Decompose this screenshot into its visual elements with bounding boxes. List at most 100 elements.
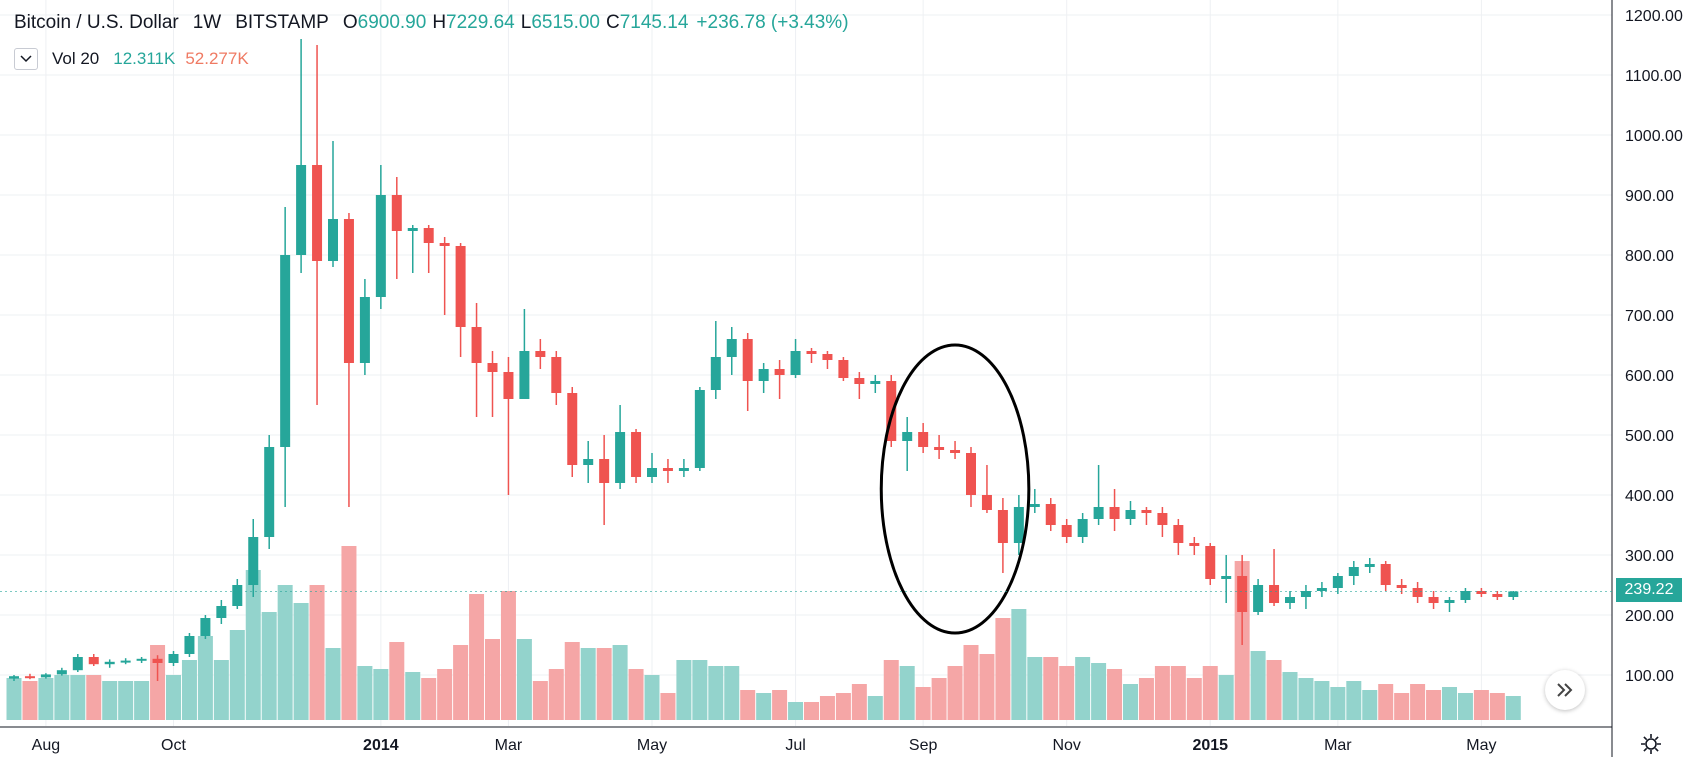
candle-body [248, 537, 259, 585]
volume-bar [596, 648, 612, 720]
candle [280, 207, 291, 507]
x-tick-label: Oct [161, 737, 186, 754]
candle-body [583, 459, 594, 465]
candle-body [934, 447, 945, 450]
candle-body [1269, 585, 1280, 603]
candle [1364, 558, 1375, 573]
candle-body [1173, 525, 1184, 543]
change-value: +236.78 (+3.43%) [696, 12, 849, 33]
x-tick-label: 2015 [1192, 737, 1228, 754]
candle [168, 651, 179, 666]
candle [1253, 579, 1264, 615]
volume-bar [1027, 657, 1043, 720]
candle-body [1109, 507, 1120, 519]
volume-bar [86, 675, 102, 720]
candle [535, 339, 546, 369]
volume-bar [676, 660, 692, 720]
candle [950, 441, 961, 459]
candle [1444, 597, 1455, 612]
candle-body [966, 453, 976, 495]
candle-body [232, 585, 243, 606]
volume-bar [883, 660, 899, 720]
candle-body [455, 246, 466, 327]
candle [1077, 513, 1088, 543]
candle [631, 429, 642, 483]
volume-bar [1410, 684, 1426, 720]
volume-bar [1426, 690, 1442, 720]
volume-bar [1170, 666, 1186, 720]
x-tick-label: Sep [909, 737, 938, 754]
volume-bar [979, 654, 995, 720]
volume-bar [1059, 666, 1075, 720]
candle-body [870, 381, 881, 384]
candle [1109, 489, 1120, 531]
volume-bar [1091, 663, 1107, 720]
candle-body [519, 351, 530, 399]
chart-grid [0, 0, 1612, 726]
candle-body [375, 195, 386, 297]
candle [1412, 582, 1423, 603]
candle-body [1189, 543, 1200, 546]
volume-bar [1266, 660, 1282, 720]
volume-bar [644, 675, 660, 720]
candle [1205, 543, 1216, 585]
candle [423, 225, 434, 273]
volume-bar [692, 660, 708, 720]
volume-bar [389, 642, 405, 720]
candle-body [758, 369, 769, 381]
candle-body [918, 432, 929, 447]
volume-bar [421, 678, 437, 720]
volume-bar [134, 681, 150, 720]
volume-bar [405, 672, 421, 720]
candle [1141, 507, 1152, 525]
candle-body [615, 432, 626, 483]
volume-bar [437, 669, 453, 720]
y-tick-label: 400.00 [1625, 488, 1674, 505]
candle-body [184, 636, 195, 654]
candle-body [997, 510, 1008, 543]
candle [1061, 519, 1072, 543]
candle [567, 387, 578, 477]
candle-body [1380, 564, 1391, 585]
candle [519, 309, 530, 399]
y-tick-label: 1200.00 [1625, 8, 1683, 25]
candle [24, 673, 35, 680]
candle [918, 423, 929, 453]
candle [1173, 519, 1184, 555]
candle [1492, 591, 1503, 600]
volume-bar [772, 690, 788, 720]
candle [1157, 507, 1168, 537]
legend-toggle-button[interactable] [14, 48, 38, 70]
volume-bar [724, 666, 740, 720]
x-tick-label: Nov [1052, 737, 1080, 754]
candle-body [790, 351, 801, 375]
candle-body [662, 468, 673, 471]
high-label: H [432, 12, 447, 33]
volume-bar [532, 681, 548, 720]
volume-bar [70, 675, 86, 720]
low-value: 6515.00 [531, 12, 600, 33]
candle-body [1508, 591, 1519, 597]
scroll-to-realtime-button[interactable] [1545, 670, 1585, 710]
volume-bar [931, 678, 947, 720]
candle-body [1444, 600, 1455, 603]
candle [1508, 591, 1519, 600]
symbol-name[interactable]: Bitcoin / U.S. Dollar [14, 12, 179, 33]
volume-bar [708, 666, 724, 720]
candle [822, 351, 833, 369]
candle [981, 465, 992, 513]
candle [200, 615, 211, 639]
volume-bar [1282, 672, 1298, 720]
candle [104, 659, 115, 668]
volume-bar [38, 678, 54, 720]
y-tick-label: 500.00 [1625, 428, 1674, 445]
candle [1476, 588, 1487, 597]
volume-bar [309, 585, 325, 720]
volume-bar [1505, 696, 1521, 720]
chart-settings-button[interactable] [1640, 733, 1662, 755]
candle-body [1125, 510, 1136, 519]
volume-bar [166, 675, 181, 720]
low-label: L [520, 12, 532, 33]
candle-body [1285, 597, 1295, 603]
